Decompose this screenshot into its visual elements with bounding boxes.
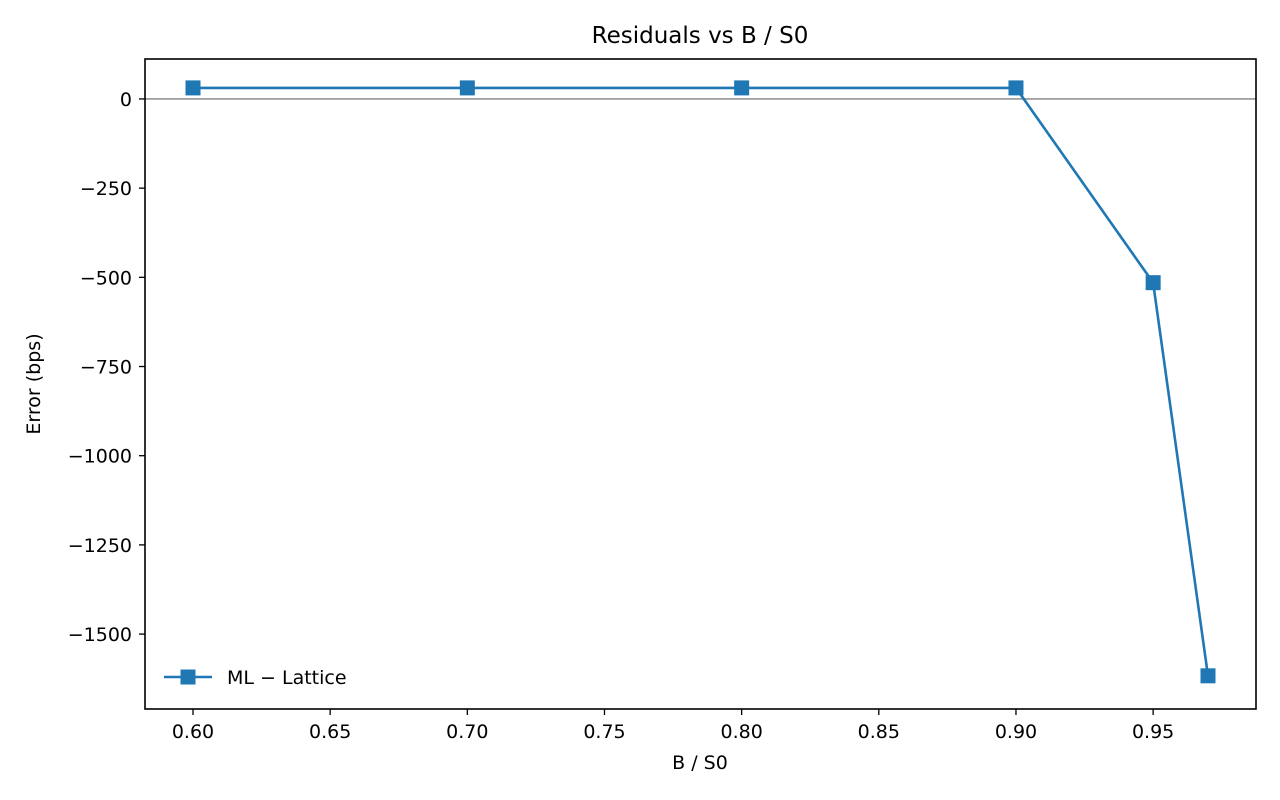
data-point-0-0 (185, 80, 201, 96)
x-axis: 0.60 0.65 0.70 0.75 0.80 0.85 0.90 0.95 (172, 709, 1174, 743)
y-tick-label: −1000 (68, 446, 132, 468)
data-point-0-5 (1200, 668, 1216, 684)
data-point-0-1 (459, 80, 475, 96)
y-tick-label: −750 (80, 357, 132, 379)
x-tick-label: 0.65 (309, 721, 351, 743)
x-tick-label: 0.75 (583, 721, 625, 743)
data-point-0-2 (734, 80, 750, 96)
legend-label-ml-lattice: ML − Lattice (227, 667, 347, 689)
plot-area (145, 80, 1256, 684)
x-tick-label: 0.70 (446, 721, 488, 743)
series-line-0 (193, 86, 1210, 676)
x-tick-label: 0.95 (1132, 721, 1174, 743)
y-axis-title: Error (bps) (23, 333, 45, 434)
y-tick-label: −1250 (68, 535, 132, 557)
x-tick-label: 0.90 (995, 721, 1037, 743)
y-tick-label: 0 (120, 89, 132, 111)
data-point-0-3 (1008, 80, 1024, 96)
y-tick-label: −500 (80, 267, 132, 289)
y-tick-label: −1500 (68, 624, 132, 646)
plot-frame (144, 58, 1257, 710)
x-tick-label: 0.80 (720, 721, 762, 743)
legend: ML − Lattice (164, 667, 347, 689)
y-tick-label: −250 (80, 178, 132, 200)
x-axis-title: B / S0 (672, 752, 728, 774)
y-axis: 0 −250 −500 −750 −1000 −1250 −1500 (68, 89, 145, 646)
legend-marker-sample (180, 669, 196, 685)
chart-title: Residuals vs B / S0 (592, 23, 809, 49)
x-tick-label: 0.85 (858, 721, 900, 743)
x-tick-label: 0.60 (172, 721, 214, 743)
data-point-0-4 (1145, 275, 1161, 291)
